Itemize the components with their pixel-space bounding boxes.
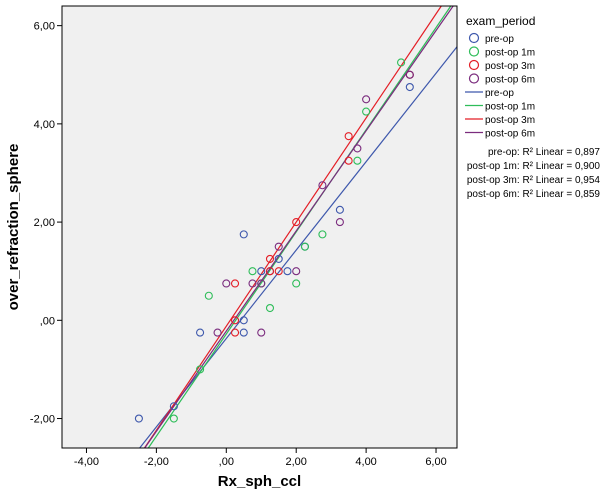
data-point-post-op-6m	[257, 328, 266, 337]
data-point-post-op-6m	[362, 95, 371, 104]
data-point-post-op-1m	[318, 230, 327, 239]
legend-line-label: pre-op	[485, 88, 514, 99]
y-tick-label: -2,00	[30, 414, 55, 426]
points-layer	[134, 58, 414, 423]
data-point-post-op-6m	[335, 218, 344, 227]
axes-layer: -4,00 -2,00 ,00 2,00 4,00 6,00 -2,00 ,00 2,00 4,0…	[30, 21, 447, 468]
data-point-pre-op	[283, 267, 292, 276]
y-tick-label: 2,00	[34, 217, 55, 229]
data-point-post-op-6m	[257, 279, 266, 288]
legend-r2-text: post-op 6m: R² Linear = 0,859	[467, 189, 601, 200]
data-point-post-op-6m	[318, 181, 327, 190]
data-point-post-op-6m	[353, 144, 362, 153]
legend-marker	[468, 32, 480, 44]
legend-title: exam_period	[466, 14, 535, 28]
data-point-post-op-1m	[292, 279, 301, 288]
legend-marker	[468, 59, 480, 71]
plot-frame	[61, 5, 458, 449]
x-tick-label: ,00	[219, 456, 234, 468]
legend-marker-label: post-op 6m	[485, 75, 535, 86]
legend-marker	[468, 46, 480, 57]
data-point-post-op-3m	[265, 254, 275, 263]
legend-marker-label: pre-op	[485, 34, 514, 45]
x-tick-label: 2,00	[285, 456, 306, 468]
data-point-post-op-1m	[353, 156, 362, 165]
x-tick-label: -2,00	[144, 456, 169, 468]
data-point-post-op-3m	[344, 132, 353, 141]
legend-marker-label: post-op 1m	[485, 48, 535, 59]
data-point-post-op-6m	[213, 328, 222, 337]
data-point-post-op-1m	[362, 107, 371, 116]
data-point-post-op-1m	[204, 291, 213, 300]
legend-line-label: post-op 3m	[485, 115, 535, 126]
legend-r2-text: post-op 1m: R² Linear = 0,900	[467, 161, 601, 172]
data-point-pre-op	[239, 328, 248, 337]
legend-r2-text: pre-op: R² Linear = 0,897	[488, 147, 600, 158]
legend-marker-label: post-op 3m	[485, 61, 535, 72]
x-tick-label: 6,00	[425, 456, 446, 468]
data-point-pre-op	[239, 230, 248, 239]
data-point-post-op-3m	[230, 316, 240, 325]
legend-line-label: post-op 6m	[485, 129, 535, 140]
data-point-post-op-1m	[169, 414, 178, 423]
data-point-post-op-1m	[300, 242, 309, 251]
x-tick-label: 4,00	[355, 456, 376, 468]
data-point-pre-op	[134, 414, 143, 423]
data-point-post-op-1m	[265, 303, 275, 313]
data-point-post-op-1m	[196, 365, 205, 374]
data-point-pre-op	[335, 205, 344, 214]
data-point-post-op-3m	[265, 267, 275, 276]
data-point-post-op-6m	[248, 279, 257, 288]
data-point-pre-op	[257, 267, 266, 276]
plot-area	[62, 6, 457, 448]
data-point-pre-op	[239, 316, 248, 325]
data-point-post-op-6m	[405, 70, 414, 79]
legend-r2-text: post-op 3m: R² Linear = 0,954	[467, 175, 601, 186]
y-tick-label: ,00	[40, 315, 55, 327]
data-point-post-op-6m	[292, 267, 301, 276]
fit-lines	[139, 5, 458, 449]
legend-line-label: post-op 1m	[485, 102, 535, 113]
data-point-post-op-1m	[397, 58, 406, 67]
data-point-pre-op	[169, 402, 178, 411]
legend-marker	[468, 73, 480, 84]
data-point-post-op-1m	[248, 267, 257, 276]
data-point-post-op-3m	[230, 279, 240, 288]
data-point-pre-op	[405, 82, 414, 92]
x-axis-label: Rx_sph_ccl	[218, 473, 301, 490]
fit-line-pre-op	[139, 46, 458, 449]
legend: exam_period pre-op post-op 1m post-op 3m po…	[465, 14, 600, 200]
y-axis-label: over_refraction_sphere	[5, 144, 22, 311]
data-point-post-op-6m	[222, 279, 231, 288]
y-tick-label: 6,00	[34, 21, 55, 33]
x-tick-label: -4,00	[74, 456, 99, 468]
data-point-pre-op	[196, 328, 205, 337]
data-point-post-op-3m	[274, 267, 283, 276]
data-point-post-op-3m	[344, 156, 353, 165]
data-point-post-op-3m	[230, 328, 240, 337]
fit-line-post-op-6m	[144, 5, 454, 449]
data-point-post-op-3m	[292, 218, 301, 227]
data-point-post-op-6m	[274, 242, 283, 251]
y-tick-label: 4,00	[34, 119, 55, 131]
data-point-pre-op	[274, 254, 283, 263]
fit-line-post-op-3m	[144, 5, 442, 449]
